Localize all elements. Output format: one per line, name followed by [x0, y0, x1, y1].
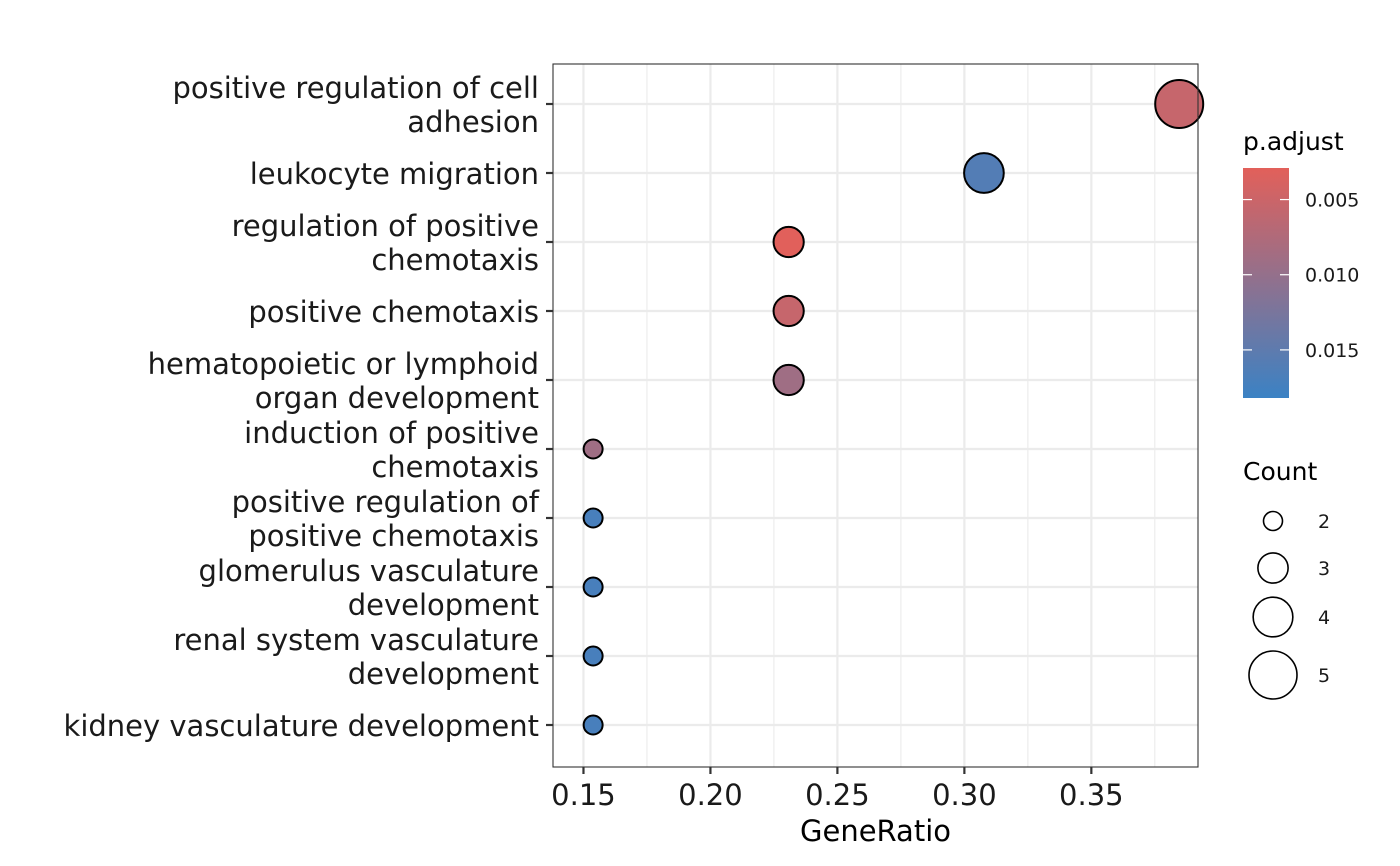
y-tick-label-line: positive regulation of cell: [172, 71, 539, 105]
y-tick-label-line: chemotaxis: [371, 243, 539, 277]
grid-minor: [646, 64, 1156, 767]
y-tick-label-line: renal system vasculature: [173, 623, 539, 657]
y-tick-label-line: regulation of positive: [232, 209, 539, 243]
x-tick-label: 0.25: [805, 778, 870, 812]
x-axis: 0.15 0.20 0.25 0.30 0.35: [551, 767, 1124, 812]
data-point: [772, 294, 805, 328]
y-tick-label: hematopoietic or lymphoid organ developme…: [148, 347, 539, 415]
color-legend-title: p.adjust: [1243, 127, 1344, 156]
data-point: [582, 438, 604, 460]
size-legend-key: [1262, 510, 1284, 532]
data-point: [582, 714, 604, 736]
panel-background: [553, 64, 1198, 767]
y-tick-label: regulation of positive chemotaxis: [232, 209, 539, 277]
y-tick-label: kidney vasculature development: [64, 709, 539, 743]
grid-major: [553, 64, 1198, 767]
x-axis-title: GeneRatio: [800, 814, 951, 848]
data-points: [582, 79, 1205, 736]
y-tick-label-line: development: [348, 588, 539, 622]
plot-panel-border: [552, 63, 1199, 768]
data-point: [772, 225, 805, 259]
y-tick-label: glomerulus vasculature development: [199, 554, 539, 622]
x-tick-label: 0.15: [551, 778, 616, 812]
y-tick-label-line: kidney vasculature development: [64, 709, 539, 743]
size-legend-label: 2: [1318, 511, 1330, 533]
data-point: [582, 576, 604, 598]
y-tick-label-line: glomerulus vasculature: [199, 554, 539, 588]
y-axis: positive regulation of cell adhesion leuko…: [64, 71, 553, 743]
y-tick-label: leukocyte migration: [250, 157, 539, 191]
size-legend-key: [1252, 596, 1294, 638]
data-point: [772, 363, 805, 397]
size-legend: Count 2 3 4 5: [1243, 457, 1330, 700]
x-tick-label: 0.35: [1059, 778, 1124, 812]
y-tick-label-line: induction of positive: [244, 416, 539, 450]
size-legend-title: Count: [1243, 457, 1317, 486]
y-tick-label-line: leukocyte migration: [250, 157, 539, 191]
data-point: [582, 645, 604, 667]
x-tick-label: 0.20: [678, 778, 743, 812]
size-legend-key: [1257, 552, 1289, 584]
color-legend-label: 0.010: [1305, 265, 1359, 287]
size-legend-label: 4: [1318, 607, 1330, 629]
color-legend: p.adjust 0.005 0.010 0.015: [1243, 127, 1359, 398]
color-legend-label: 0.005: [1305, 190, 1359, 212]
y-tick-label-line: positive chemotaxis: [248, 519, 539, 553]
plot-panel: [553, 64, 1198, 767]
color-legend-ticks: 0.005 0.010 0.015: [1243, 190, 1359, 362]
y-tick-label-line: organ development: [255, 381, 539, 415]
data-point: [582, 507, 604, 529]
y-tick-label-line: positive chemotaxis: [248, 295, 539, 329]
data-point: [1154, 79, 1205, 129]
color-legend-label: 0.015: [1305, 340, 1359, 362]
size-legend-label: 5: [1318, 665, 1330, 687]
size-legend-key: [1248, 650, 1298, 700]
y-tick-label: induction of positive chemotaxis: [244, 416, 539, 484]
data-point: [963, 152, 1005, 194]
x-tick-label: 0.30: [932, 778, 997, 812]
y-tick-label-line: hematopoietic or lymphoid: [148, 347, 539, 381]
y-tick-label: positive regulation of positive chemotaxi…: [232, 485, 540, 553]
y-tick-label-line: development: [348, 657, 539, 691]
y-tick-label: positive chemotaxis: [248, 295, 539, 329]
y-tick-label-line: adhesion: [407, 105, 539, 139]
color-legend-bar: [1243, 168, 1289, 398]
y-tick-label: positive regulation of cell adhesion: [172, 71, 539, 139]
y-tick-label-line: chemotaxis: [371, 450, 539, 484]
y-tick-label: renal system vasculature development: [173, 623, 539, 691]
y-tick-label-line: positive regulation of: [232, 485, 540, 519]
size-legend-keys: 2 3 4 5: [1248, 510, 1330, 700]
size-legend-label: 3: [1318, 558, 1330, 580]
